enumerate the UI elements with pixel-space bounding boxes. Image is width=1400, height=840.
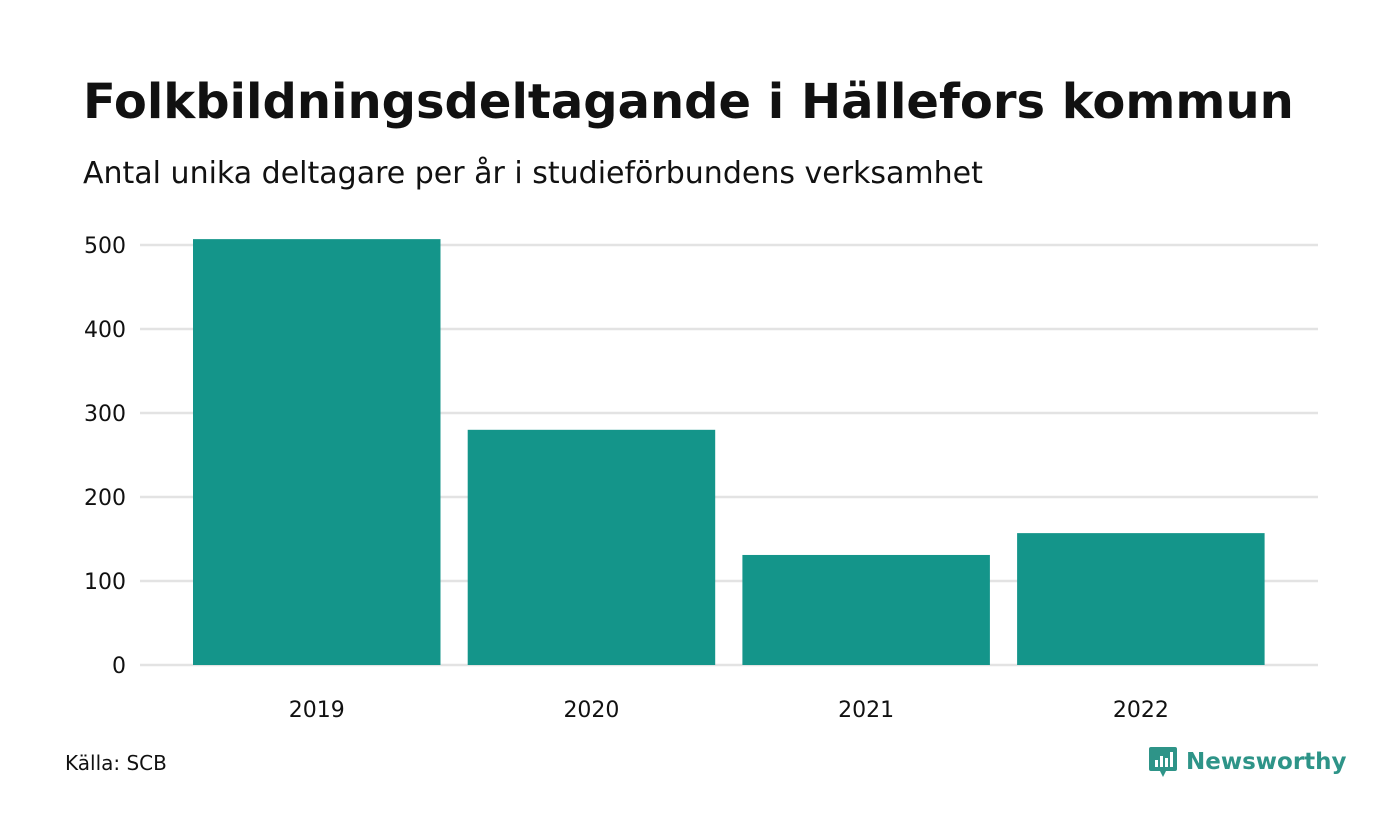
chart-subtitle: Antal unika deltagare per år i studieför… [83,156,983,191]
y-tick-label-300: 300 [84,402,126,427]
bar-2022 [1017,533,1265,665]
y-tick-label-100: 100 [84,570,126,595]
y-axis-tick-labels: 0 100 200 300 400 500 [84,234,126,679]
source-note: Källa: SCB [65,751,167,775]
bar-2021 [742,554,990,665]
y-tick-label-400: 400 [84,318,126,343]
x-axis-tick-labels: 2019 2020 2021 2022 [289,698,1169,723]
chart-title: Folkbildningsdeltagande i Hällefors komm… [83,74,1294,130]
x-tick-label-2021: 2021 [838,698,894,723]
newsworthy-logo-icon [1149,747,1177,777]
bar-2020 [467,429,716,665]
y-tick-label-0: 0 [112,654,126,679]
y-tick-label-500: 500 [84,234,126,259]
x-tick-label-2019: 2019 [289,698,345,723]
x-tick-label-2022: 2022 [1113,698,1169,723]
x-tick-label-2020: 2020 [563,698,619,723]
bars [193,239,1265,665]
brand-logo: Newsworthy [1148,745,1347,779]
bar-2019 [193,239,441,665]
y-tick-label-200: 200 [84,486,126,511]
brand-name: Newsworthy [1186,749,1347,775]
